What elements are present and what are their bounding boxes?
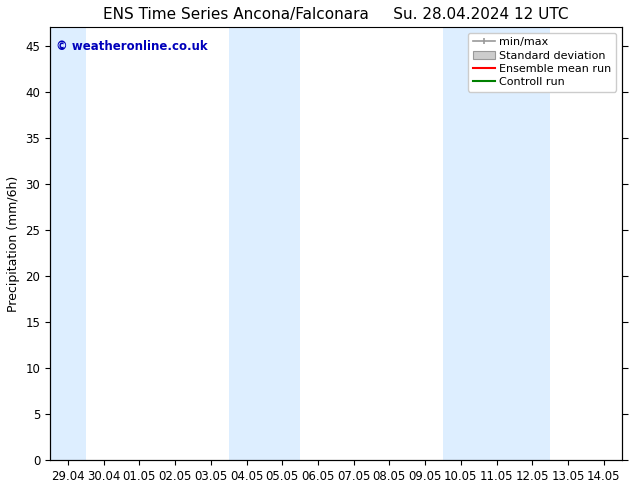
Legend: min/max, Standard deviation, Ensemble mean run, Controll run: min/max, Standard deviation, Ensemble me… <box>468 33 616 92</box>
Y-axis label: Precipitation (mm/6h): Precipitation (mm/6h) <box>7 176 20 312</box>
Bar <box>229 27 300 460</box>
Title: ENS Time Series Ancona/Falconara     Su. 28.04.2024 12 UTC: ENS Time Series Ancona/Falconara Su. 28.… <box>103 7 569 22</box>
Bar <box>50 27 86 460</box>
Bar <box>443 27 550 460</box>
Text: © weatheronline.co.uk: © weatheronline.co.uk <box>56 40 207 53</box>
